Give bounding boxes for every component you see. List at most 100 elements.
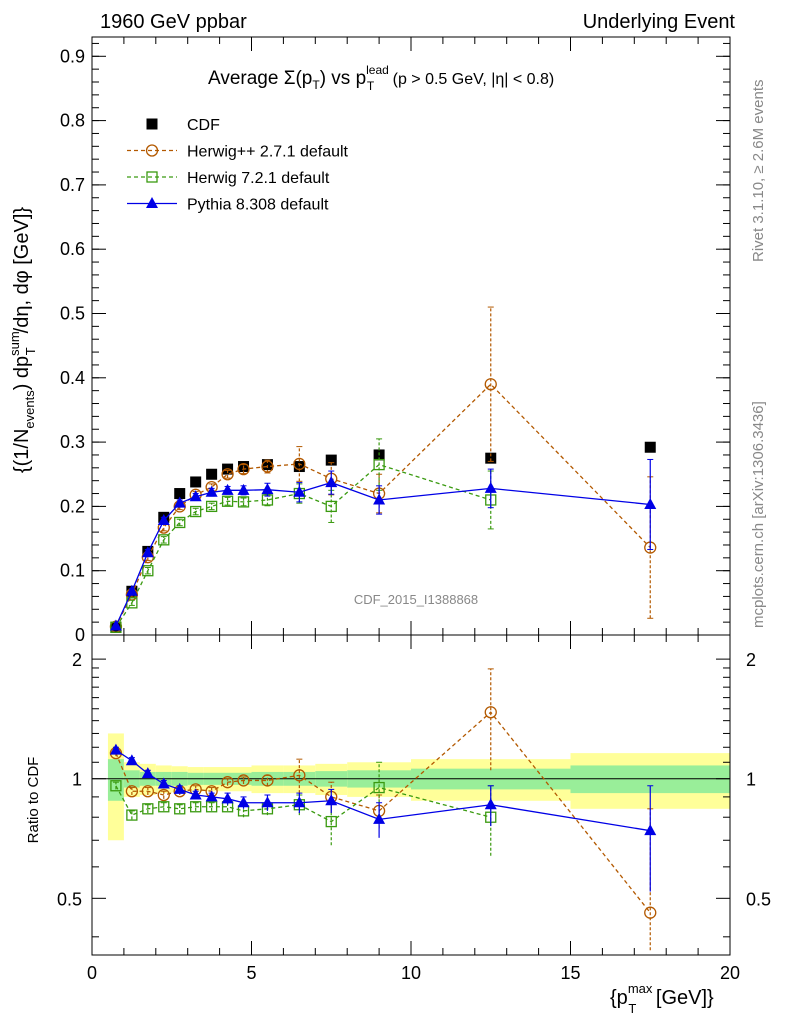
y-tick-label-main-5: 0.5 bbox=[60, 303, 85, 323]
plot-title: Average Σ(pT) vs plead T (p > 0.5 GeV, |η… bbox=[208, 63, 554, 93]
ratio-point-2-3 bbox=[157, 777, 170, 789]
legend-entry-1: Herwig++ 2.7.1 default bbox=[127, 144, 349, 161]
point-1-8 bbox=[237, 462, 250, 476]
ratio-point-0-7 bbox=[221, 776, 234, 789]
ratio-series-2 bbox=[109, 743, 657, 892]
legend-entry-3: Pythia 8.308 default bbox=[127, 197, 329, 214]
title-sub-t: T bbox=[312, 78, 320, 92]
point-0-13 bbox=[485, 452, 497, 464]
ratio-point-0-1 bbox=[125, 785, 139, 798]
ratio-point-2-14 bbox=[644, 824, 657, 836]
y-tick-label-main-6: 0.6 bbox=[60, 239, 85, 259]
ratio-point-2-5 bbox=[189, 788, 202, 800]
ratio-point-0-9 bbox=[261, 774, 274, 787]
title-sub-t2: T bbox=[367, 79, 375, 93]
y-tick-label-main-4: 0.4 bbox=[60, 368, 85, 388]
ratio-point-0-10 bbox=[293, 769, 306, 782]
point-1-10 bbox=[293, 457, 306, 471]
analysis-watermark: CDF_2015_I1388868 bbox=[354, 592, 478, 607]
y-tick-label-main-8: 0.8 bbox=[60, 111, 85, 131]
point-0-11 bbox=[325, 454, 337, 466]
ratio-point-2-6 bbox=[205, 790, 218, 802]
y-tick-label-ratio-1: 1 bbox=[72, 770, 82, 790]
y-tick-label-main-9: 0.9 bbox=[60, 46, 85, 66]
legend-marker-3 bbox=[146, 197, 158, 208]
header-left: 1960 GeV ppbar bbox=[100, 11, 247, 33]
ratio-point-2-0 bbox=[109, 743, 122, 755]
title-after-sigma: ) vs p bbox=[320, 68, 366, 89]
point-3-13 bbox=[484, 481, 497, 493]
point-0-14 bbox=[644, 441, 656, 453]
y-tick-label-main-7: 0.7 bbox=[60, 175, 85, 195]
point-0-5 bbox=[190, 476, 202, 488]
x-axis-label: {pmax T [GeV]} bbox=[610, 981, 714, 1016]
point-3-8 bbox=[237, 483, 250, 495]
point-0-6 bbox=[206, 468, 218, 480]
point-3-6 bbox=[205, 485, 218, 497]
point-2-7 bbox=[221, 495, 234, 507]
series-line-1 bbox=[115, 383, 651, 627]
ratio-panel-series bbox=[109, 668, 657, 951]
point-2-4 bbox=[174, 516, 186, 529]
point-3-1 bbox=[125, 584, 138, 596]
x-tick-label-2: 10 bbox=[401, 963, 421, 983]
y-tick-label-main-3: 0.3 bbox=[60, 432, 85, 452]
point-3-4 bbox=[173, 496, 186, 508]
ratio-point-1-12 bbox=[373, 781, 385, 794]
legend-label-3: Pythia 8.308 default bbox=[187, 197, 329, 214]
ratio-point-2-8 bbox=[237, 796, 250, 808]
ratio-point-1-11 bbox=[325, 815, 337, 828]
side-label-mcplots: mcplots.cern.ch [arXiv:1306.3436] bbox=[750, 401, 767, 628]
legend-label-2: Herwig 7.2.1 default bbox=[187, 170, 330, 187]
legend-marker-1 bbox=[145, 144, 159, 157]
point-3-9 bbox=[261, 483, 274, 495]
ratio-point-2-13 bbox=[484, 798, 497, 810]
ratio-point-1-3 bbox=[158, 801, 170, 813]
side-label-rivet: Rivet 3.1.10, ≥ 2.6M events bbox=[750, 80, 767, 263]
ratio-point-2-1 bbox=[125, 754, 138, 766]
main-panel-series bbox=[109, 306, 657, 633]
legend-label-0: CDF bbox=[187, 117, 220, 134]
legend: CDF Herwig++ 2.7.1 default Herwig 7.2.1 de… bbox=[127, 117, 349, 214]
legend-entry-2: Herwig 7.2.1 default bbox=[127, 170, 330, 187]
legend-label-1: Herwig++ 2.7.1 default bbox=[187, 144, 349, 161]
ratio-point-0-14 bbox=[644, 906, 657, 919]
ratio-point-1-0 bbox=[110, 780, 122, 792]
point-3-3 bbox=[157, 514, 170, 526]
title-sup-lead: lead bbox=[366, 63, 389, 77]
ratio-point-1-6 bbox=[205, 801, 218, 813]
title-sigma: Σ(p bbox=[284, 68, 313, 89]
y-tick-label-ratio-0: 0.5 bbox=[57, 889, 82, 909]
title-tail: (p > 0.5 GeV, |η| < 0.8) bbox=[388, 71, 554, 88]
ratio-point-2-4 bbox=[173, 782, 186, 794]
point-0-9 bbox=[261, 459, 273, 471]
ratio-point-2-12 bbox=[373, 812, 386, 824]
ratio-point-2-9 bbox=[261, 796, 274, 808]
main-panel-axes: 0 0.1 0.2 0.3 0.4 0.5 0.6 0.7 0.8 0.9 bbox=[60, 37, 731, 645]
ratio-line-0 bbox=[115, 711, 651, 914]
point-2-5 bbox=[190, 505, 202, 518]
x-tick-label-1: 5 bbox=[246, 963, 256, 983]
x-tick-label-3: 15 bbox=[560, 963, 580, 983]
point-1-9 bbox=[261, 460, 274, 473]
ratio-point-2-11 bbox=[325, 794, 338, 806]
y-tick-label-ratio-right-0: 0.5 bbox=[746, 889, 771, 909]
ratio-point-2-10 bbox=[293, 796, 306, 808]
ratio-point-0-13 bbox=[484, 706, 497, 719]
ratio-point-0-2 bbox=[141, 785, 154, 798]
y-tick-label-ratio-right-1: 1 bbox=[746, 770, 756, 790]
point-2-6 bbox=[205, 500, 218, 513]
ratio-point-1-4 bbox=[174, 803, 186, 815]
ratio-point-1-5 bbox=[190, 801, 202, 813]
point-2-3 bbox=[158, 534, 170, 546]
y-axis-label-main: {(1/Nevents) dpsumT/dη, dφ [GeV]} bbox=[7, 207, 38, 473]
point-3-0 bbox=[109, 619, 122, 631]
ratio-point-0-8 bbox=[237, 774, 250, 787]
point-3-11 bbox=[325, 476, 338, 488]
ratio-frame bbox=[91, 634, 731, 956]
point-1-13 bbox=[484, 378, 497, 391]
point-3-10 bbox=[293, 485, 306, 497]
x-tick-label-4: 20 bbox=[720, 963, 740, 983]
